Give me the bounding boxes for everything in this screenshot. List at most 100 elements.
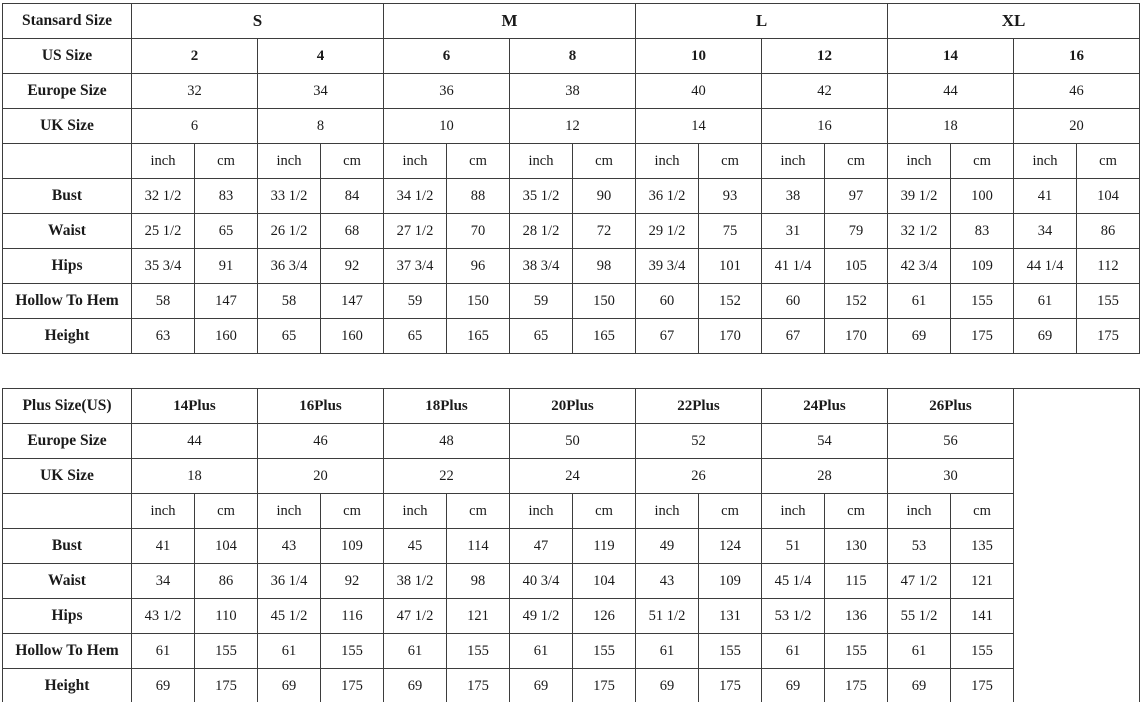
uk-size-value: 16 [761,108,888,144]
bust-cm-value: 104 [194,528,258,564]
height-cm-value: 175 [950,318,1014,354]
hollow-to-hem-cm-value: 152 [824,283,888,319]
hips-inch-value: 49 1/2 [509,598,573,634]
row-label-waist: Waist [2,563,132,599]
hips-cm-value: 121 [446,598,510,634]
plus-size-us-value: 18Plus [383,388,510,424]
hollow-to-hem-cm-value: 155 [1076,283,1140,319]
plus-size-table: Plus Size(US) 14Plus 16Plus 18Plus 20Plus 22P… [2,388,1140,702]
bust-inch-value: 39 1/2 [887,178,951,214]
hips-inch-value: 35 3/4 [131,248,195,284]
height-cm-value: 175 [824,668,888,702]
hips-cm-value: 112 [1076,248,1140,284]
unit-label: cm [446,143,510,179]
hips-cm-value: 136 [824,598,888,634]
hollow-to-hem-inch-value: 61 [1013,283,1077,319]
waist-cm-value: 109 [698,563,762,599]
unit-label: cm [950,493,1014,529]
hollow-to-hem-inch-value: 61 [887,283,951,319]
unit-label: cm [320,143,384,179]
bust-inch-value: 35 1/2 [509,178,573,214]
hips-cm-value: 141 [950,598,1014,634]
uk-size-value: 8 [257,108,384,144]
hips-inch-value: 47 1/2 [383,598,447,634]
unit-label: cm [320,493,384,529]
hollow-to-hem-inch-value: 61 [509,633,573,669]
height-cm-value: 160 [194,318,258,354]
unit-label: inch [761,493,825,529]
waist-cm-value: 79 [824,213,888,249]
hollow-to-hem-cm-value: 147 [320,283,384,319]
waist-cm-value: 65 [194,213,258,249]
height-inch-value: 67 [761,318,825,354]
height-cm-value: 170 [824,318,888,354]
bust-cm-value: 83 [194,178,258,214]
waist-inch-value: 38 1/2 [383,563,447,599]
hips-cm-value: 105 [824,248,888,284]
row-label-hollow-to-hem: Hollow To Hem [2,633,132,669]
hollow-to-hem-cm-value: 155 [320,633,384,669]
plus-size-us-value: 20Plus [509,388,636,424]
uk-size-value: 10 [383,108,510,144]
height-inch-value: 69 [509,668,573,702]
bust-inch-value: 33 1/2 [257,178,321,214]
uk-size-value: 18 [887,108,1014,144]
uk-size-value: 12 [509,108,636,144]
hips-cm-value: 101 [698,248,762,284]
bust-cm-value: 109 [320,528,384,564]
waist-cm-value: 121 [950,563,1014,599]
bust-cm-value: 119 [572,528,636,564]
waist-inch-value: 29 1/2 [635,213,699,249]
unit-label: inch [509,493,573,529]
hips-cm-value: 109 [950,248,1014,284]
height-cm-value: 175 [950,668,1014,702]
height-inch-value: 69 [1013,318,1077,354]
unit-label: cm [572,493,636,529]
waist-inch-value: 25 1/2 [131,213,195,249]
bust-cm-value: 88 [446,178,510,214]
uk-size-value: 26 [635,458,762,494]
europe-size-value: 54 [761,423,888,459]
bust-inch-value: 53 [887,528,951,564]
europe-size-value: 44 [131,423,258,459]
row-label-standard-size: Stansard Size [2,3,132,39]
height-inch-value: 65 [509,318,573,354]
height-inch-value: 65 [257,318,321,354]
waist-cm-value: 83 [950,213,1014,249]
us-size-value: 4 [257,38,384,74]
hips-cm-value: 91 [194,248,258,284]
empty-cell [1013,388,1140,702]
hollow-to-hem-inch-value: 59 [509,283,573,319]
waist-cm-value: 68 [320,213,384,249]
waist-cm-value: 98 [446,563,510,599]
hips-cm-value: 131 [698,598,762,634]
plus-size-us-value: 22Plus [635,388,762,424]
uk-size-value: 20 [257,458,384,494]
hips-inch-value: 41 1/4 [761,248,825,284]
bust-cm-value: 130 [824,528,888,564]
height-inch-value: 63 [131,318,195,354]
hollow-to-hem-cm-value: 155 [572,633,636,669]
hips-cm-value: 98 [572,248,636,284]
row-label-plus-size-us: Plus Size(US) [2,388,132,424]
hollow-to-hem-inch-value: 61 [257,633,321,669]
waist-cm-value: 115 [824,563,888,599]
us-size-value: 10 [635,38,762,74]
unit-label: inch [383,493,447,529]
standard-size-value: S [131,3,384,39]
height-inch-value: 69 [131,668,195,702]
hollow-to-hem-inch-value: 61 [761,633,825,669]
uk-size-value: 30 [887,458,1014,494]
bust-cm-value: 104 [1076,178,1140,214]
waist-inch-value: 45 1/4 [761,563,825,599]
unit-label: cm [446,493,510,529]
us-size-value: 2 [131,38,258,74]
europe-size-value: 34 [257,73,384,109]
height-inch-value: 69 [257,668,321,702]
bust-inch-value: 43 [257,528,321,564]
europe-size-value: 36 [383,73,510,109]
hollow-to-hem-cm-value: 147 [194,283,258,319]
hollow-to-hem-inch-value: 59 [383,283,447,319]
bust-inch-value: 34 1/2 [383,178,447,214]
europe-size-value: 40 [635,73,762,109]
